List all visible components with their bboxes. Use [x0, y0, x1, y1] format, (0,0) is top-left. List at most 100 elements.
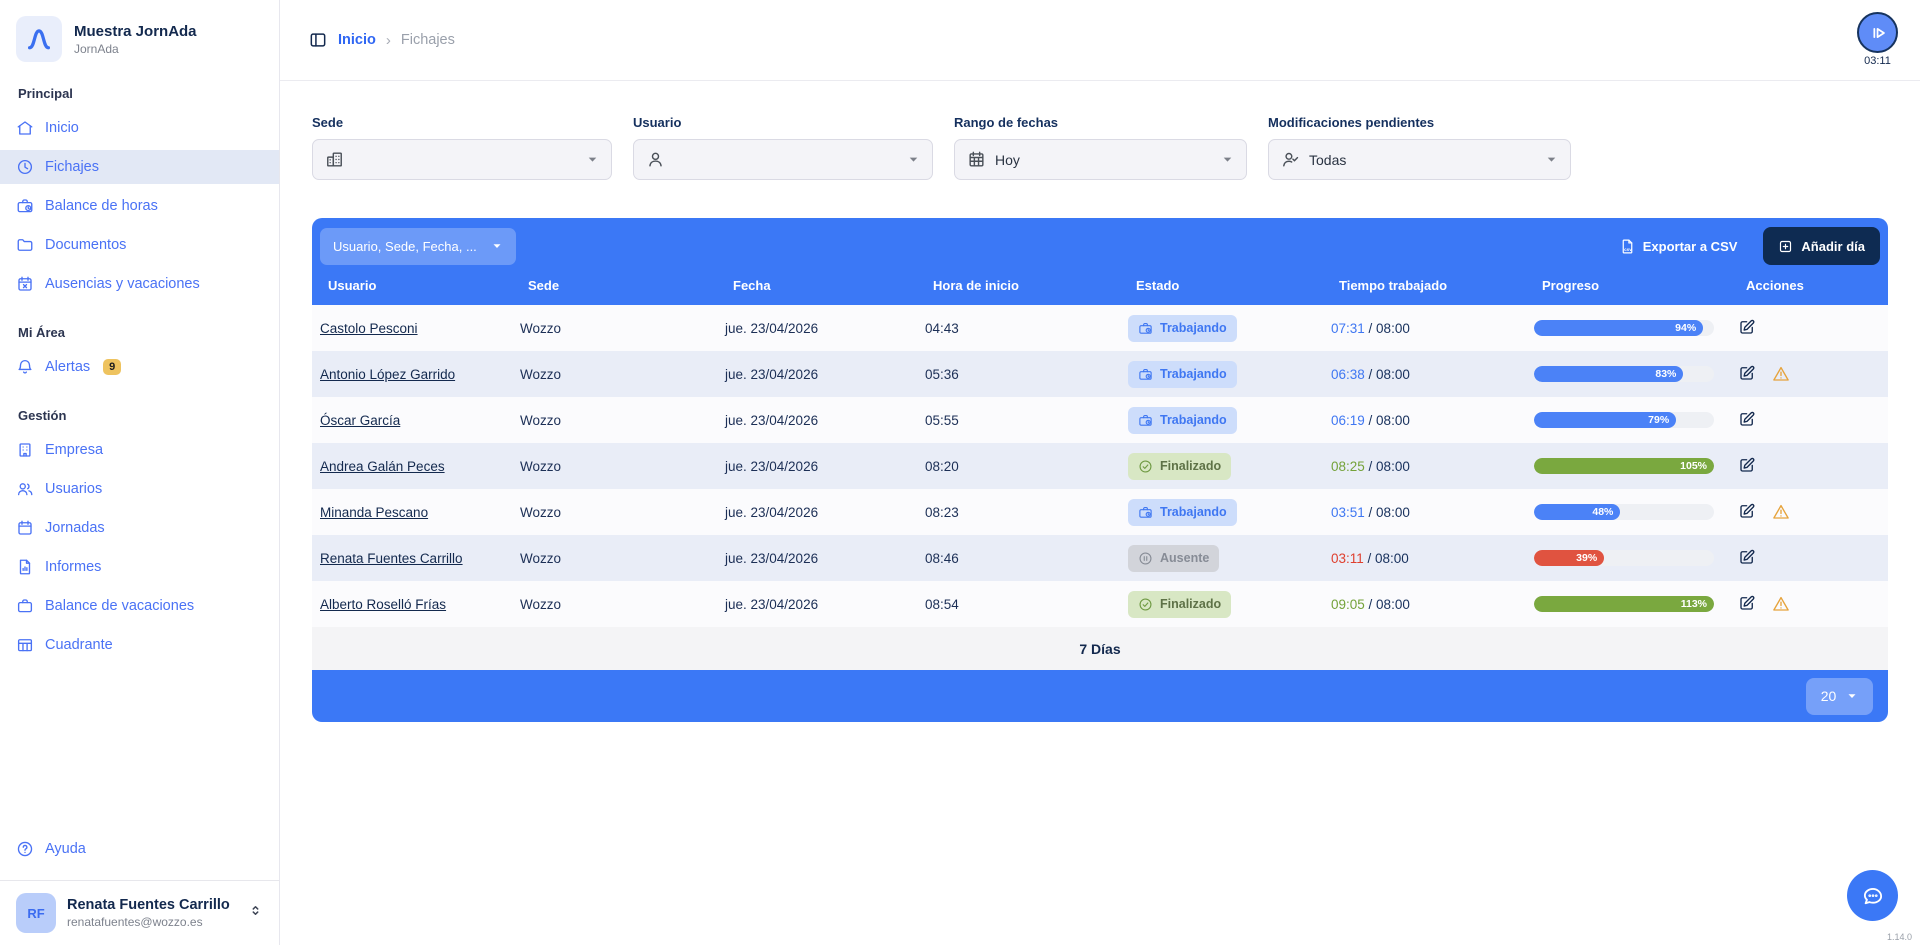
cell-sede: Wozzo	[520, 550, 562, 566]
edit-entry-button[interactable]	[1738, 502, 1756, 523]
page-size-select[interactable]: 20	[1806, 677, 1873, 715]
cell-sede: Wozzo	[520, 320, 562, 336]
user-link[interactable]: Antonio López Garrido	[320, 366, 456, 382]
cell-sede: Wozzo	[520, 504, 562, 520]
status-badge: Trabajando	[1128, 314, 1237, 342]
cell-hora-inicio: 08:20	[925, 458, 959, 474]
sidebar-item-usuarios[interactable]: Usuarios	[0, 472, 279, 506]
brand: Muestra JornAda JornAda	[16, 16, 263, 62]
filters-bar: Sede Usuario Rango de fechas Hoy Modificacio…	[312, 115, 1888, 180]
sidebar-item-cuadrante[interactable]: Cuadrante	[0, 628, 279, 662]
status-label: Trabajando	[1160, 321, 1227, 335]
sidebar-item-label: Ausencias y vacaciones	[45, 276, 200, 292]
sidebar-item-informes[interactable]: Informes	[0, 550, 279, 584]
sidebar-item-balance-de-horas[interactable]: Balance de horas	[0, 189, 279, 223]
user-link[interactable]: Óscar García	[320, 412, 401, 428]
sidebar-item-fichajes[interactable]: Fichajes	[0, 150, 279, 184]
add-day-button[interactable]: Añadir día	[1763, 227, 1880, 265]
sidebar-item-ayuda[interactable]: Ayuda	[0, 832, 279, 866]
main-area: Inicio › Fichajes 03:11 Sede Usuario Rango…	[280, 0, 1920, 945]
chevron-down-icon	[1545, 153, 1558, 166]
sidebar-item-balance-de-vacaciones[interactable]: Balance de vacaciones	[0, 589, 279, 623]
summary-row: 7 Días	[312, 627, 1888, 670]
sidebar-item-empresa[interactable]: Empresa	[0, 433, 279, 467]
sidebar-item-label: Ayuda	[45, 841, 86, 857]
sidebar-item-label: Balance de vacaciones	[45, 598, 195, 614]
cell-fecha: jue. 23/04/2026	[725, 366, 819, 382]
sidebar-section-gestion: Gestión	[18, 408, 67, 423]
topbar: Inicio › Fichajes 03:11	[280, 0, 1920, 81]
breadcrumb-inicio[interactable]: Inicio	[338, 32, 376, 48]
row-actions	[1738, 594, 1888, 615]
filter-usuario-select[interactable]	[633, 139, 933, 180]
cell-tiempo-trabajado: 06:38 / 08:00	[1331, 366, 1410, 382]
app-title: Muestra JornAda	[74, 22, 197, 40]
status-badge: Trabajando	[1128, 360, 1237, 388]
cell-tiempo-trabajado: 03:51 / 08:00	[1331, 504, 1410, 520]
warning-icon	[1772, 595, 1790, 613]
progress-percent: 105%	[1680, 460, 1707, 472]
filter-sede: Sede	[312, 115, 612, 180]
warning-icon	[1772, 365, 1790, 383]
sidebar-section-principal: Principal	[18, 86, 73, 101]
avatar: RF	[16, 893, 56, 933]
column-header-sede: Sede	[528, 277, 560, 293]
user-link[interactable]: Minanda Pescano	[320, 504, 429, 520]
edit-entry-button[interactable]	[1738, 364, 1756, 385]
columns-select[interactable]: Usuario, Sede, Fecha, ...	[320, 227, 516, 265]
edit-entry-button[interactable]	[1738, 548, 1756, 569]
row-actions	[1738, 318, 1888, 339]
sidebar-item-label: Informes	[45, 559, 102, 575]
cell-hora-inicio: 08:23	[925, 504, 959, 520]
sidebar-item-label: Jornadas	[45, 520, 105, 536]
edit-entry-button[interactable]	[1738, 410, 1756, 431]
status-badge: Finalizado	[1128, 452, 1232, 480]
sidebar-item-jornadas[interactable]: Jornadas	[0, 511, 279, 545]
briefcase-icon	[16, 597, 34, 615]
progress-bar: 94%	[1534, 320, 1714, 336]
app-version: 1.14.0	[1886, 932, 1912, 942]
edit-entry-button[interactable]	[1738, 318, 1756, 339]
cell-fecha: jue. 23/04/2026	[725, 412, 819, 428]
sidebar-item-label: Inicio	[45, 120, 79, 136]
clock-in-widget: 03:11	[1857, 12, 1898, 67]
user-menu[interactable]: RF Renata Fuentes Carrillo renatafuentes…	[0, 880, 279, 945]
cell-tiempo-trabajado: 03:11 / 08:00	[1331, 550, 1409, 566]
cell-sede: Wozzo	[520, 458, 562, 474]
export-csv-label: Exportar a CSV	[1642, 238, 1738, 254]
cell-tiempo-trabajado: 08:25 / 08:00	[1331, 458, 1410, 474]
progress-percent: 48%	[1592, 506, 1614, 518]
user-link[interactable]: Alberto Roselló Frías	[320, 596, 447, 612]
progress-percent: 39%	[1576, 552, 1598, 564]
cell-hora-inicio: 05:55	[925, 412, 959, 428]
csv-file-icon: csv	[1622, 239, 1633, 253]
filter-rango-de-fechas-select[interactable]: Hoy	[954, 139, 1247, 180]
user-link[interactable]: Andrea Galán Peces	[320, 458, 445, 474]
sidebar-toggle-icon[interactable]	[308, 30, 328, 50]
sidebar-item-label: Cuadrante	[45, 637, 113, 653]
cell-fecha: jue. 23/04/2026	[725, 550, 819, 566]
table-row: Castolo Pesconi Wozzo jue. 23/04/2026 04:43…	[312, 305, 1888, 351]
sidebar: Muestra JornAda JornAda Principal Inicio F…	[0, 0, 280, 945]
file-chart-icon	[16, 558, 34, 576]
filter-sede-select[interactable]	[312, 139, 612, 180]
progress-bar: 83%	[1534, 366, 1714, 382]
briefcase-clock-icon	[1138, 321, 1153, 336]
resume-clock-button[interactable]	[1857, 12, 1898, 53]
status-label: Trabajando	[1160, 505, 1227, 519]
filter-modificaciones-pendientes-select[interactable]: Todas	[1268, 139, 1571, 180]
progress-bar: 79%	[1534, 412, 1714, 428]
briefcase-clock-icon	[16, 197, 34, 215]
chat-button[interactable]	[1847, 870, 1898, 921]
export-csv-button[interactable]: csv Exportar a CSV	[1619, 238, 1738, 255]
sidebar-item-inicio[interactable]: Inicio	[0, 111, 279, 145]
sidebar-item-alertas[interactable]: Alertas 9	[0, 350, 279, 384]
edit-entry-button[interactable]	[1738, 456, 1756, 477]
chevron-down-icon	[907, 153, 920, 166]
edit-entry-button[interactable]	[1738, 594, 1756, 615]
sidebar-item-documentos[interactable]: Documentos	[0, 228, 279, 262]
user-link[interactable]: Renata Fuentes Carrillo	[320, 550, 463, 566]
sidebar-item-ausencias-y-vacaciones[interactable]: Ausencias y vacaciones	[0, 267, 279, 301]
user-link[interactable]: Castolo Pesconi	[320, 320, 418, 336]
